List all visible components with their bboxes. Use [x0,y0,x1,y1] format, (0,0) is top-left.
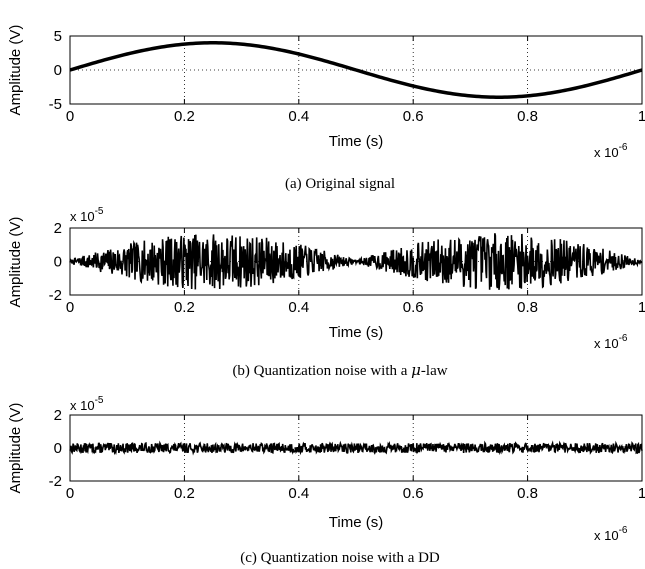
ticks-c: 0 0.2 0.4 0.6 0.8 120-2 [49,407,645,502]
x-tick-label: 0.6 [403,108,424,125]
y-tick-label: 5 [54,28,62,45]
ticks-b: 0 0.2 0.4 0.6 0.8 120-2 [49,220,645,316]
y-tick-label: 0 [54,440,62,457]
x-exponent-c: x 10-6 [594,525,628,543]
x-exponent-b: x 10-6 [594,333,628,351]
x-tick-label: 0.8 [517,299,538,316]
caption-a: (a) Original signal [285,176,395,192]
x-tick-label: 0.4 [288,299,309,316]
y-exponent-b: x 10-5 [70,206,104,224]
x-tick-label: 0.2 [174,485,195,502]
y-tick-label: -2 [49,287,62,304]
y-tick-label: 0 [54,62,62,79]
y-axis-label-b: Amplitude (V) [7,217,24,308]
grid-a [70,36,642,104]
y-tick-label: -5 [49,96,62,113]
x-tick-label: 0.6 [403,299,424,316]
y-axis-label-c: Amplitude (V) [7,403,24,494]
x-tick-label: 1 [638,485,645,502]
x-tick-label: 0.6 [403,485,424,502]
x-axis-label-c: Time (s) [329,514,383,531]
x-tick-label: 0.4 [288,108,309,125]
y-axis-label-a: Amplitude (V) [7,25,24,116]
x-tick-label: 0.8 [517,108,538,125]
x-axis-label-b: Time (s) [329,324,383,341]
series-line-a [69,41,643,99]
y-exponent-c: x 10-5 [70,395,104,413]
y-tick-label: 2 [54,220,62,237]
x-axis-label-a: Time (s) [329,133,383,150]
y-tick-label: 0 [54,254,62,271]
x-tick-label: 1 [638,108,645,125]
caption-b: (b) Quantization noise with a μ-law [232,361,447,379]
series-line-b [69,233,643,290]
panel-c: 0 0.2 0.4 0.6 0.8 120-2 x 10-5 Time (s) Ampli… [7,395,645,566]
x-tick-label: 0.2 [174,299,195,316]
panel-a: 0 0.2 0.4 0.6 0.8 150-5 Time (s) Amplitude (V… [7,25,645,192]
x-tick-label: 0.2 [174,108,195,125]
x-tick-label: 0.4 [288,485,309,502]
caption-c: (c) Quantization noise with a DD [240,550,440,566]
x-tick-label: 1 [638,299,645,316]
series-line-c [69,440,643,456]
x-tick-label: 0 [66,485,74,502]
y-tick-label: -2 [49,473,62,490]
y-tick-label: 2 [54,407,62,424]
x-tick-label: 0.8 [517,485,538,502]
ticks-a: 0 0.2 0.4 0.6 0.8 150-5 [49,28,645,125]
panel-b: 0 0.2 0.4 0.6 0.8 120-2 x 10-5 Time (s) Ampli… [7,206,645,379]
x-exponent-a: x 10-6 [594,142,628,160]
x-tick-label: 0 [66,299,74,316]
x-tick-label: 0 [66,108,74,125]
